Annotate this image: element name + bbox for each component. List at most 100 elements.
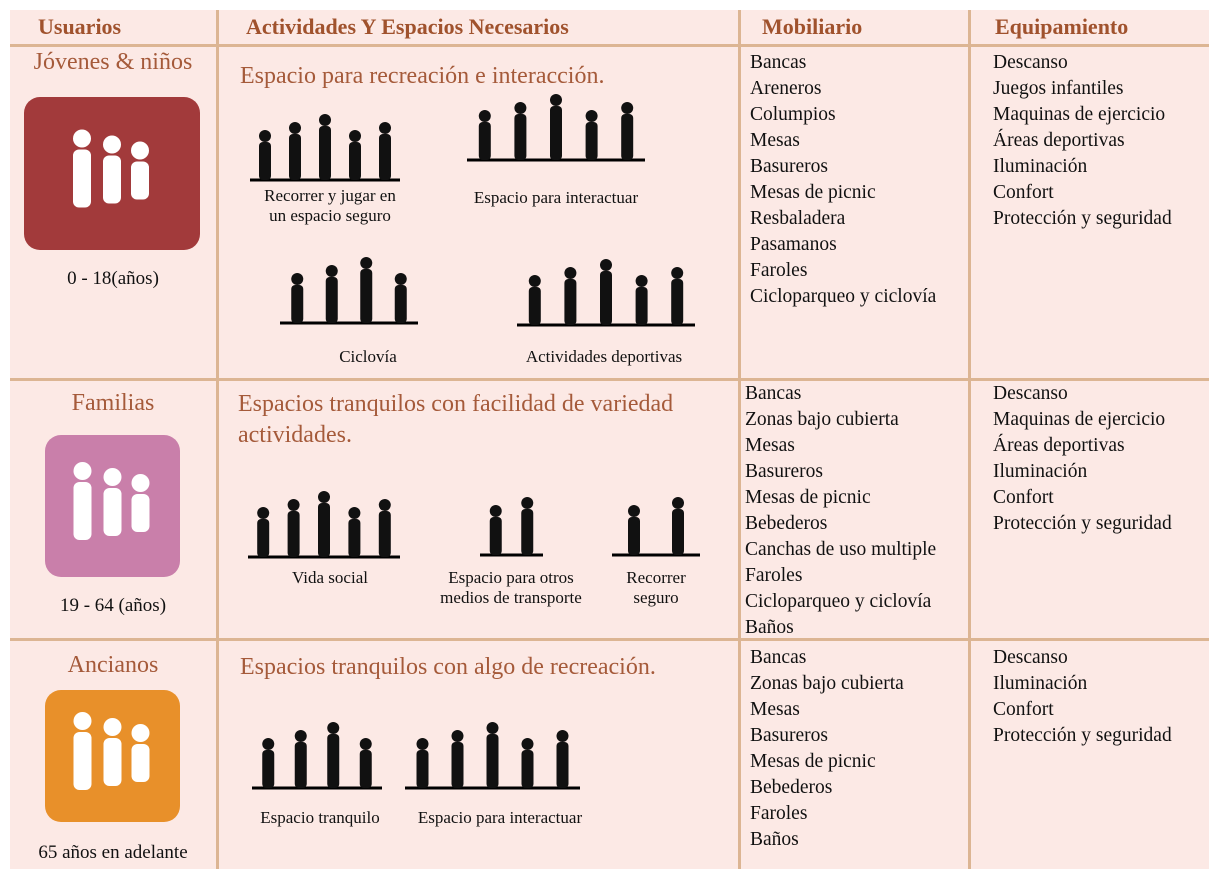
silhouette <box>257 519 270 557</box>
silhouette <box>348 519 361 557</box>
silhouette <box>585 122 598 160</box>
silhouette <box>451 730 464 742</box>
silhouette <box>671 279 684 325</box>
silhouette <box>585 110 598 122</box>
icon-figure <box>131 141 149 160</box>
icon-figure <box>73 149 91 208</box>
icon-figure <box>103 488 122 536</box>
equipamiento-item: Confort <box>993 699 1054 720</box>
silhouette <box>359 738 372 750</box>
activity-caption: Actividades deportivas <box>525 347 683 366</box>
silhouette <box>360 257 373 269</box>
mobiliario-item: Bebederos <box>745 513 828 534</box>
silhouette <box>325 277 338 323</box>
silhouette <box>514 114 527 160</box>
silhouette <box>379 134 391 180</box>
row-divider <box>10 638 1209 641</box>
column-header: Mobiliario <box>762 14 863 39</box>
background <box>10 10 1209 869</box>
mobiliario-item: Mesas de picnic <box>750 182 876 203</box>
equipamiento-item: Iluminación <box>993 461 1088 482</box>
silhouette <box>349 130 361 142</box>
icon-figure <box>131 474 150 492</box>
silhouette <box>291 285 304 323</box>
icon-figure <box>73 462 92 480</box>
silhouette <box>294 730 307 742</box>
mobiliario-item: Columpios <box>750 104 836 125</box>
column-header: Actividades Y Espacios Necesarios <box>246 14 569 39</box>
activity-caption: Recorrer y jugar en un espacio seguro <box>264 186 396 225</box>
activity-caption: Recorrer seguro <box>626 568 686 607</box>
silhouette <box>378 511 391 557</box>
mobiliario-item: Mesas <box>745 435 795 456</box>
icon-figure <box>131 724 150 742</box>
silhouette <box>289 134 301 180</box>
mobiliario-item: Areneros <box>750 78 822 99</box>
silhouette <box>416 750 429 788</box>
mobiliario-item: Faroles <box>745 565 803 586</box>
mobiliario-item: Canchas de uso multiple <box>745 539 937 560</box>
column-divider <box>968 10 971 869</box>
user-age: 19 - 64 (años) <box>59 595 167 616</box>
equipamiento-item: Iluminación <box>993 156 1088 177</box>
equipamiento-item: Maquinas de ejercicio <box>993 104 1166 125</box>
user-name: Ancianos <box>67 652 159 678</box>
icon-figure <box>131 161 149 200</box>
user-age: 0 - 18(años) <box>67 268 159 289</box>
silhouette <box>318 503 330 557</box>
equipamiento-item: Confort <box>993 487 1054 508</box>
silhouette <box>521 509 534 555</box>
icon-figure <box>73 712 92 730</box>
equipamiento-item: Descanso <box>993 383 1068 404</box>
silhouette <box>451 742 464 788</box>
mobiliario-item: Faroles <box>750 260 808 281</box>
silhouette <box>556 742 569 788</box>
mobiliario-item: Resbaladera <box>750 208 846 229</box>
icon-figure <box>103 468 122 486</box>
equipamiento-item: Descanso <box>993 52 1068 73</box>
silhouette <box>257 507 270 519</box>
silhouette <box>550 106 562 160</box>
silhouette <box>318 491 330 503</box>
activity-caption: Espacio para interactuar <box>473 188 639 207</box>
silhouette <box>514 102 527 114</box>
activity-caption: Espacio para interactuar <box>417 808 583 827</box>
silhouette <box>289 122 301 134</box>
silhouette <box>325 265 338 277</box>
silhouette <box>291 273 304 285</box>
mobiliario-item: Baños <box>750 829 799 850</box>
silhouette <box>378 499 391 511</box>
mobiliario-item: Mesas <box>750 699 800 720</box>
silhouette <box>621 114 634 160</box>
mobiliario-item: Zonas bajo cubierta <box>745 409 899 430</box>
column-divider <box>216 10 219 869</box>
column-header: Usuarios <box>38 14 122 39</box>
icon-figure <box>131 494 150 532</box>
user-name: Familias <box>71 390 155 416</box>
silhouette <box>259 130 271 142</box>
silhouette <box>635 287 648 325</box>
equipamiento-item: Áreas deportivas <box>993 435 1125 456</box>
mobiliario-item: Bancas <box>745 383 802 404</box>
equipamiento-item: Confort <box>993 182 1054 203</box>
silhouette <box>360 269 373 323</box>
mobiliario-item: Mesas <box>750 130 800 151</box>
silhouette <box>628 505 640 517</box>
silhouette <box>628 517 640 555</box>
column-header: Equipamiento <box>995 14 1129 39</box>
silhouette <box>564 267 577 279</box>
silhouette <box>478 110 491 122</box>
icon-figure <box>73 129 91 148</box>
silhouette <box>621 102 634 114</box>
icon-figure <box>73 482 92 540</box>
equipamiento-item: Descanso <box>993 647 1068 668</box>
silhouette <box>600 271 612 325</box>
silhouette <box>319 126 331 180</box>
silhouette <box>521 750 534 788</box>
mobiliario-item: Pasamanos <box>750 234 837 255</box>
silhouette <box>486 734 499 788</box>
icon-figure <box>131 744 150 782</box>
silhouette <box>348 507 361 519</box>
